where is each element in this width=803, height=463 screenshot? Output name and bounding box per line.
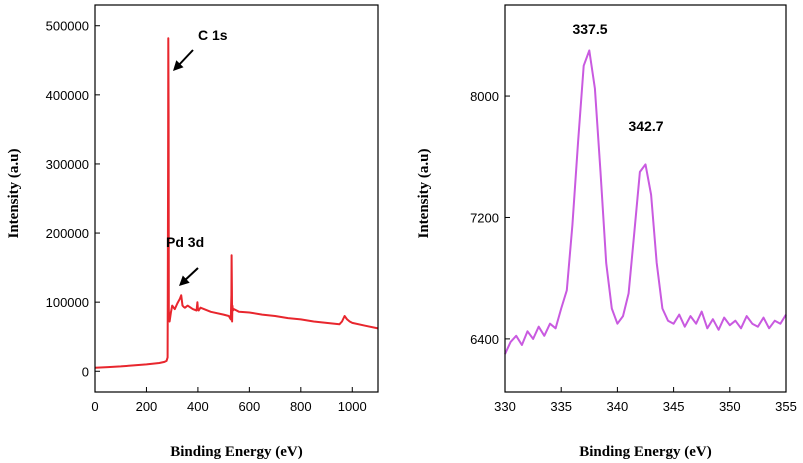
x-tick-label: 600 (239, 399, 261, 414)
x-tick-label: 355 (775, 399, 797, 414)
y-tick-label: 7200 (470, 210, 499, 225)
y-tick-label: 8000 (470, 89, 499, 104)
peak-annotation: C 1s (198, 27, 228, 43)
x-axis-title: Binding Energy (eV) (170, 444, 303, 460)
peak-annotation: 337.5 (572, 21, 607, 37)
plot-frame (94, 4, 379, 393)
y-tick-label: 100000 (46, 295, 89, 310)
peak-annotation: Pd 3d (166, 234, 204, 250)
x-axis-title: Binding Energy (eV) (579, 444, 712, 460)
pd3d-spectrum-panel: 330 335 340 345 350 355 6400 7200 8000 Binding En… (416, 4, 797, 460)
x-tick-label: 1000 (338, 399, 367, 414)
y-axis-title: Intensity (a.u) (416, 148, 432, 238)
y-axis-title: Intensity (a.u) (6, 148, 22, 238)
x-tick-label: 400 (187, 399, 209, 414)
survey-spectrum-panel: 0 200 400 600 800 1000 0 100000 200000 300000 4000… (6, 4, 379, 460)
spectrum-line (94, 37, 379, 369)
x-tick-label: 200 (136, 399, 158, 414)
x-tick-label: 335 (550, 399, 572, 414)
y-tick-label: 300000 (46, 157, 89, 172)
spectrum-line (504, 49, 787, 355)
arrow-head (179, 275, 190, 286)
y-tick-label: 6400 (470, 332, 499, 347)
x-tick-label: 330 (494, 399, 516, 414)
x-tick-label: 350 (719, 399, 741, 414)
arrow-head (173, 60, 184, 71)
x-tick-label: 340 (607, 399, 629, 414)
y-tick-label: 200000 (46, 226, 89, 241)
y-tick-label: 500000 (46, 19, 89, 34)
x-tick-label: 800 (290, 399, 312, 414)
y-tick-label: 0 (82, 364, 89, 379)
peak-annotation: 342.7 (628, 118, 663, 134)
y-tick-label: 400000 (46, 88, 89, 103)
x-tick-label: 345 (663, 399, 685, 414)
plot-frame (504, 4, 787, 393)
x-tick-label: 0 (91, 399, 98, 414)
